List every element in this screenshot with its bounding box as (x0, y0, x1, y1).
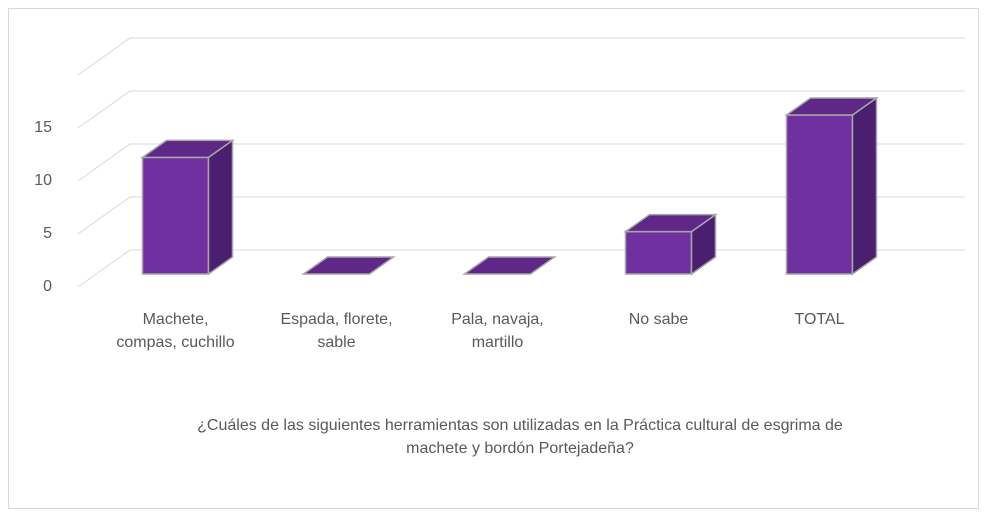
y-tick-label: 15 (34, 119, 52, 136)
x-tick-label: No sabe (628, 311, 689, 328)
x-tick-label: TOTAL (794, 311, 845, 328)
grid-line (77, 249, 131, 288)
grid-line (77, 90, 131, 129)
y-tick-label: 5 (43, 225, 52, 242)
bar-front (624, 230, 693, 275)
y-tick-label: 0 (43, 278, 52, 295)
bar-top (140, 139, 235, 159)
x-tick-label: Espada, florete, sable (280, 311, 393, 351)
bar-front (785, 114, 854, 275)
bar-top (623, 213, 718, 233)
grid-line (77, 37, 131, 76)
bar-top (462, 256, 557, 275)
y-tick-label: 10 (34, 172, 52, 189)
x-tick-label: Pala, navaja, martillo (451, 311, 544, 351)
grid-line (77, 143, 131, 182)
chart-title: ¿Cuáles de las siguientes herramientas s… (197, 417, 843, 457)
grid-line (77, 196, 131, 235)
bar-side (851, 96, 878, 276)
bar-top (784, 97, 879, 116)
bar-front (141, 156, 210, 275)
x-tick-label: Machete, compas, cuchillo (116, 311, 235, 351)
chart-border (8, 8, 979, 509)
bar-side (207, 138, 234, 276)
bar-top (301, 256, 396, 275)
